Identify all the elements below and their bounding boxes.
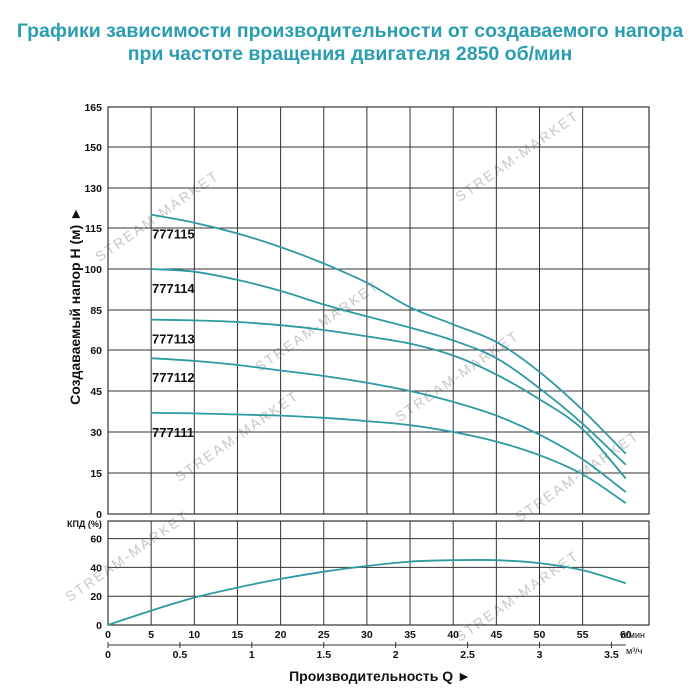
head-ytick-label: 165: [84, 102, 102, 114]
series-label-777115: 777115: [152, 227, 195, 242]
efficiency-ytick-label: 40: [90, 562, 102, 574]
x-lpm-tick-label: 20: [275, 629, 287, 641]
head-ytick-label: 115: [85, 223, 102, 235]
head-curve-777113: [151, 318, 627, 480]
x-m3h-tick-label: 2.5: [460, 649, 475, 661]
title-line-1: Графики зависимости производительности о…: [16, 20, 684, 42]
x-lpm-tick-label: 15: [232, 629, 244, 641]
efficiency-ytick-label: 60: [90, 534, 102, 546]
head-ytick-label: 100: [84, 264, 102, 276]
x-axis-label: Производительность Q ►: [289, 668, 471, 684]
x-m3h-tick-label: 3.5: [604, 649, 619, 661]
x-lpm-tick-label: 45: [491, 629, 503, 641]
x-lpm-tick-label: 40: [447, 629, 459, 641]
head-chart-curves: [150, 213, 627, 504]
head-ytick-label: 150: [84, 142, 102, 154]
title-line-2: при частоте вращения двигателя 2850 об/м…: [127, 43, 573, 65]
efficiency-chart-frame: [107, 520, 650, 626]
x-m3h-tick-label: 2: [393, 649, 399, 661]
series-label-777112: 777112: [152, 370, 195, 385]
x-lpm-unit: л/мин: [621, 630, 645, 640]
head-ytick-label: 130: [84, 183, 102, 195]
x-lpm-tick-label: 55: [577, 629, 589, 641]
x-m3h-tick-label: 1.5: [316, 649, 331, 661]
x-lpm-tick-label: 60: [620, 629, 632, 641]
x-m3h-unit: м³/ч: [626, 646, 643, 656]
head-chart-grid: [107, 106, 650, 515]
efficiency-ytick-label: 0: [96, 620, 102, 632]
efficiency-chart-grid: [107, 520, 650, 626]
efficiency-chart-labels: 0 20 40 60 КПД (%): [67, 519, 102, 632]
watermark-text: STREAM-MARKET: [252, 277, 382, 375]
efficiency-ytick-label: 20: [90, 591, 102, 603]
x-lpm-tick-label: 35: [404, 629, 416, 641]
series-label-777113: 777113: [152, 332, 195, 347]
watermark-text: STREAM-MARKET: [452, 107, 582, 205]
head-curve-777114: [151, 268, 627, 466]
head-curve-777111: [151, 411, 627, 504]
efficiency-curve: [107, 559, 627, 626]
head-ytick-label: 30: [90, 427, 102, 439]
efficiency-y-axis-label: КПД (%): [67, 519, 102, 529]
head-y-axis-label: Создаваемый напор H (м) ►: [67, 207, 83, 405]
x-axes: 0 5 10 15 20 25 30 35 40 45 50 55 60л/мин 0 0.5 1 1.5 2 2.…: [105, 629, 645, 684]
head-ytick-label: 60: [90, 345, 102, 357]
head-ytick-label: 85: [90, 305, 102, 317]
head-ytick-label: 45: [90, 386, 102, 398]
head-curve-777115: [150, 213, 627, 455]
efficiency-chart-curve: [107, 559, 627, 626]
series-label-777111: 777111: [152, 425, 194, 440]
x-m3h-tick-label: 1: [249, 649, 255, 661]
x-m3h-tick-label: 3: [537, 649, 543, 661]
x-lpm-tick-label: 0: [105, 629, 111, 641]
head-ytick-label: 15: [90, 468, 102, 480]
series-label-777114: 777114: [152, 281, 195, 296]
x-lpm-tick-label: 25: [318, 629, 330, 641]
head-ytick-label: 0: [96, 509, 102, 521]
x-lpm-tick-label: 10: [188, 629, 200, 641]
x-m3h-tick-label: 0.5: [173, 649, 188, 661]
head-chart-labels: 0 15 30 45 60 85 100 115 130 150 165 Создаваемый на…: [67, 102, 195, 521]
x-lpm-tick-label: 30: [361, 629, 373, 641]
x-m3h-tick-label: 0: [105, 649, 111, 661]
x-lpm-tick-label: 50: [534, 629, 546, 641]
x-lpm-tick-label: 5: [148, 629, 154, 641]
page-title: Графики зависимости производительности о…: [0, 20, 700, 66]
head-curve-777112: [151, 357, 627, 493]
